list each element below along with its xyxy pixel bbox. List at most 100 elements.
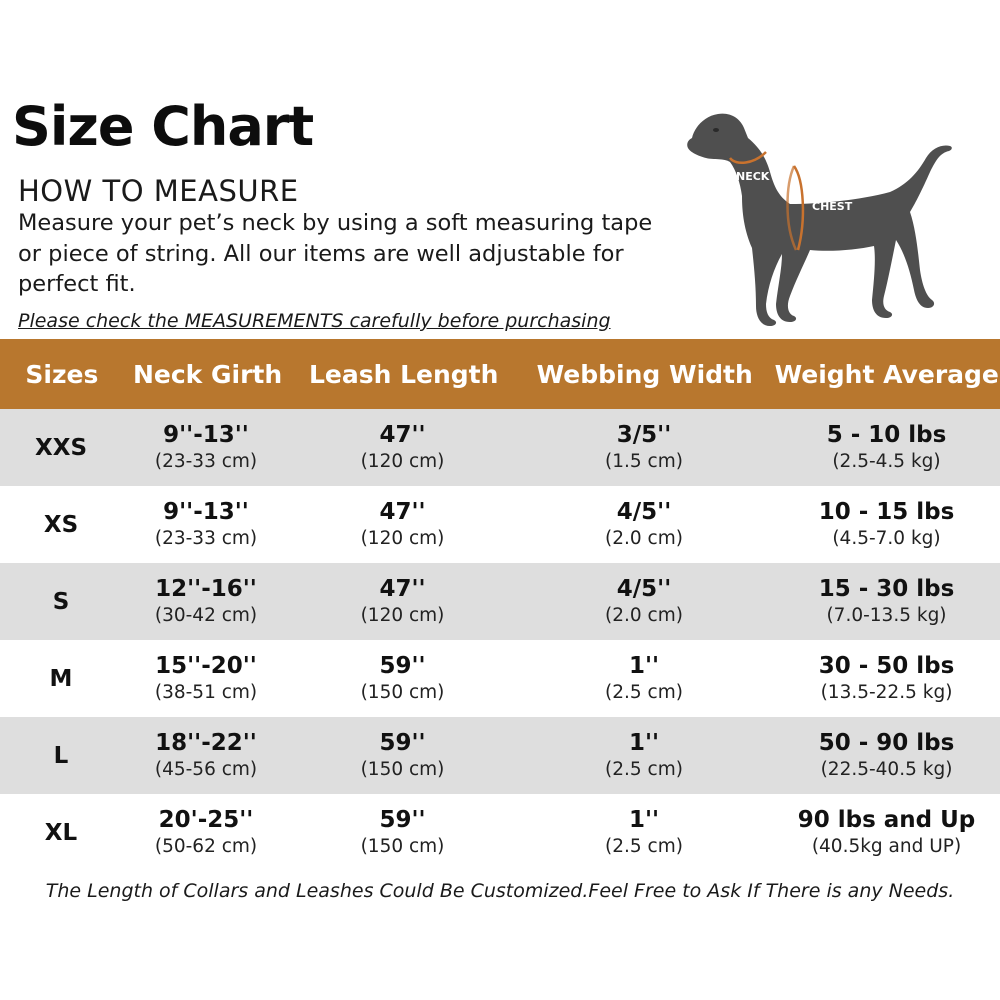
size-cell: XS <box>43 511 79 538</box>
neck-cell: 12''-16'' (30-42 cm) <box>122 575 290 629</box>
size-cell: M <box>49 665 73 692</box>
neck-cm: (30-42 cm) <box>154 604 258 626</box>
size-cell: S <box>52 588 70 615</box>
webbing-cell: 4/5'' (2.0 cm) <box>515 498 773 552</box>
leash-cell: 47'' (120 cm) <box>290 421 515 475</box>
table-row: L 18''-22'' (45-56 cm) 59'' (150 cm) 1'' (2… <box>0 717 1000 794</box>
webbing-cm: (2.5 cm) <box>605 681 683 703</box>
leash-cm: (150 cm) <box>360 758 445 780</box>
leash-cm: (120 cm) <box>360 527 445 549</box>
webbing-inches: 1'' <box>628 729 660 756</box>
weight-kg: (2.5-4.5 kg) <box>832 450 941 472</box>
weight-cell: 50 - 90 lbs (22.5-40.5 kg) <box>773 729 1000 783</box>
weight-lbs: 5 - 10 lbs <box>826 421 947 448</box>
column-header-neck-girth: Neck Girth <box>132 359 283 389</box>
size-cell: XL <box>44 819 78 846</box>
weight-kg: (13.5-22.5 kg) <box>820 681 953 703</box>
webbing-cm: (1.5 cm) <box>605 450 683 472</box>
table-row: XS 9''-13'' (23-33 cm) 47'' (120 cm) 4/5''… <box>0 486 1000 563</box>
column-header-sizes: Sizes <box>25 359 99 389</box>
neck-cell: 18''-22'' (45-56 cm) <box>122 729 290 783</box>
weight-cell: 30 - 50 lbs (13.5-22.5 kg) <box>773 652 1000 706</box>
neck-inches: 18''-22'' <box>155 729 257 756</box>
size-cell: L <box>53 742 69 769</box>
size-cell: XXS <box>34 434 88 461</box>
leash-inches: 47'' <box>379 575 426 602</box>
neck-cell: 20'-25'' (50-62 cm) <box>122 806 290 860</box>
webbing-cm: (2.0 cm) <box>605 604 683 626</box>
how-to-measure-heading: HOW TO MEASURE <box>18 174 299 208</box>
leash-cell: 47'' (120 cm) <box>290 575 515 629</box>
weight-lbs: 15 - 30 lbs <box>818 575 955 602</box>
column-header-webbing-width: Webbing Width <box>536 359 753 389</box>
measure-instructions: Measure your pet’s neck by using a soft … <box>18 210 653 297</box>
neck-inches: 9''-13'' <box>163 498 249 525</box>
weight-kg: (40.5kg and UP) <box>811 835 962 857</box>
measurement-note: Please check the MEASUREMENTS carefully … <box>18 310 611 332</box>
weight-lbs: 50 - 90 lbs <box>818 729 955 756</box>
chest-measure-line-front <box>792 165 805 251</box>
weight-cell: 5 - 10 lbs (2.5-4.5 kg) <box>773 421 1000 475</box>
neck-cell: 9''-13'' (23-33 cm) <box>122 421 290 475</box>
weight-cell: 15 - 30 lbs (7.0-13.5 kg) <box>773 575 1000 629</box>
weight-cell: 10 - 15 lbs (4.5-7.0 kg) <box>773 498 1000 552</box>
table-header: Sizes Neck Girth Leash Length Webbing Wi… <box>0 339 1000 409</box>
column-header-weight-average: Weight Average <box>774 359 999 389</box>
customization-footer: The Length of Collars and Leashes Could … <box>45 880 955 902</box>
webbing-cm: (2.5 cm) <box>605 835 683 857</box>
neck-inches: 12''-16'' <box>155 575 257 602</box>
table-row: XXS 9''-13'' (23-33 cm) 47'' (120 cm) 3/5'… <box>0 409 1000 486</box>
webbing-inches: 4/5'' <box>616 498 672 525</box>
leash-cm: (150 cm) <box>360 681 445 703</box>
neck-cell: 9''-13'' (23-33 cm) <box>122 498 290 552</box>
neck-inches: 20'-25'' <box>158 806 254 833</box>
page-title: Size Chart <box>12 95 314 158</box>
leash-cell: 59'' (150 cm) <box>290 652 515 706</box>
dog-measurement-diagram: NECK CHEST <box>687 113 952 327</box>
webbing-inches: 1'' <box>628 652 660 679</box>
neck-cell: 15''-20'' (38-51 cm) <box>122 652 290 706</box>
leash-inches: 59'' <box>379 729 426 756</box>
webbing-cell: 1'' (2.5 cm) <box>515 806 773 860</box>
neck-label: NECK <box>736 170 770 183</box>
weight-kg: (7.0-13.5 kg) <box>826 604 947 626</box>
leash-inches: 47'' <box>379 421 426 448</box>
webbing-inches: 1'' <box>628 806 660 833</box>
chest-measure-line-back <box>786 165 798 251</box>
webbing-cm: (2.5 cm) <box>605 758 683 780</box>
neck-inches: 9''-13'' <box>163 421 249 448</box>
dog-silhouette-icon <box>687 113 952 327</box>
size-table: Sizes Neck Girth Leash Length Webbing Wi… <box>0 339 1000 871</box>
neck-cm: (50-62 cm) <box>154 835 258 857</box>
weight-lbs: 10 - 15 lbs <box>818 498 955 525</box>
neck-inches: 15''-20'' <box>155 652 257 679</box>
leash-cm: (120 cm) <box>360 604 445 626</box>
webbing-inches: 4/5'' <box>616 575 672 602</box>
leash-cell: 59'' (150 cm) <box>290 806 515 860</box>
leash-inches: 59'' <box>379 806 426 833</box>
measurement-lines <box>729 151 805 251</box>
webbing-cell: 4/5'' (2.0 cm) <box>515 575 773 629</box>
neck-cm: (45-56 cm) <box>154 758 258 780</box>
leash-cell: 59'' (150 cm) <box>290 729 515 783</box>
table-row: M 15''-20'' (38-51 cm) 59'' (150 cm) 1'' (2… <box>0 640 1000 717</box>
leash-cm: (120 cm) <box>360 450 445 472</box>
leash-inches: 47'' <box>379 498 426 525</box>
neck-measure-line <box>729 151 767 165</box>
webbing-cell: 1'' (2.5 cm) <box>515 652 773 706</box>
chest-label: CHEST <box>812 200 853 213</box>
leash-cm: (150 cm) <box>360 835 445 857</box>
weight-lbs: 90 lbs and Up <box>797 806 976 833</box>
webbing-cell: 3/5'' (1.5 cm) <box>515 421 773 475</box>
neck-cm: (38-51 cm) <box>154 681 258 703</box>
webbing-cell: 1'' (2.5 cm) <box>515 729 773 783</box>
neck-cm: (23-33 cm) <box>154 450 258 472</box>
webbing-inches: 3/5'' <box>616 421 672 448</box>
webbing-cm: (2.0 cm) <box>605 527 683 549</box>
leash-cell: 47'' (120 cm) <box>290 498 515 552</box>
dog-eye <box>713 128 719 132</box>
table-row: S 12''-16'' (30-42 cm) 47'' (120 cm) 4/5''… <box>0 563 1000 640</box>
leash-inches: 59'' <box>379 652 426 679</box>
weight-cell: 90 lbs and Up (40.5kg and UP) <box>773 806 1000 860</box>
table-row: XL 20'-25'' (50-62 cm) 59'' (150 cm) 1'' (2… <box>0 794 1000 871</box>
